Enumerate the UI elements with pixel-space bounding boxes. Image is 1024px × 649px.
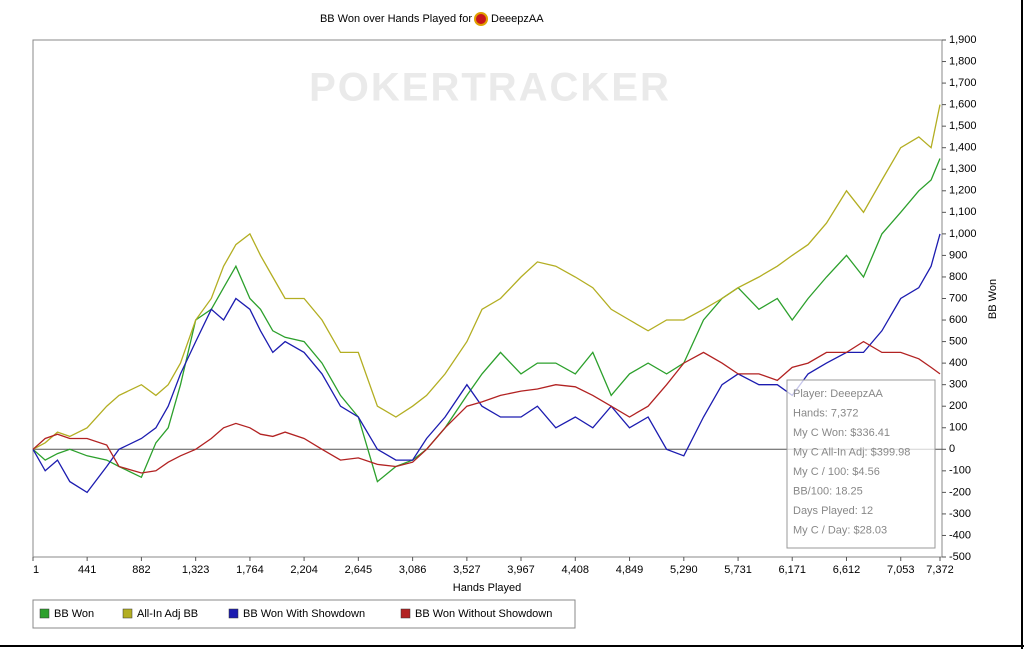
y-tick-label: 700 [949, 292, 967, 304]
x-tick-label: 7,053 [887, 564, 915, 576]
y-tick-label: 1,900 [949, 34, 977, 46]
y-tick-label: 0 [949, 443, 955, 455]
stats-line: BB/100: 18.25 [793, 485, 863, 497]
series-line [32, 104, 941, 450]
y-tick-label: 1,500 [949, 120, 977, 132]
x-tick-label: 1,764 [236, 564, 264, 576]
y-tick-label: 200 [949, 400, 967, 412]
x-tick-label: 3,967 [507, 564, 535, 576]
y-tick-label: 1,600 [949, 99, 977, 111]
legend-swatch [122, 608, 133, 619]
x-tick-label: 6,612 [833, 564, 861, 576]
y-tick-label: 1,100 [949, 206, 977, 218]
stats-line: Days Played: 12 [793, 505, 873, 517]
legend-label: BB Won [54, 608, 94, 620]
x-tick-label: 7,372 [926, 564, 954, 576]
legend-swatch [400, 608, 411, 619]
x-tick-label: 2,645 [345, 564, 373, 576]
y-tick-label: 1,700 [949, 77, 977, 89]
y-tick-label: 1,400 [949, 142, 977, 154]
series-line [32, 340, 941, 474]
y-axis-label: BB Won [987, 279, 999, 319]
x-tick-label: 882 [132, 564, 150, 576]
stats-line: Hands: 7,372 [793, 407, 858, 419]
x-tick-label: 3,527 [453, 564, 481, 576]
y-tick-label: 900 [949, 249, 967, 261]
x-tick-label: 6,171 [778, 564, 806, 576]
stats-line: Player: DeeepzAA [793, 388, 884, 400]
series-line [32, 158, 941, 483]
y-tick-label: 1,000 [949, 228, 977, 240]
legend-label: All-In Adj BB [137, 608, 198, 620]
stats-line: My C / Day: $28.03 [793, 524, 887, 536]
x-tick-label: 441 [78, 564, 96, 576]
x-tick-label: 5,731 [724, 564, 752, 576]
y-tick-label: 1,300 [949, 163, 977, 175]
stats-box-frame [786, 379, 936, 549]
x-tick-label: 1 [33, 564, 39, 576]
x-tick-label: 1,323 [182, 564, 210, 576]
y-tick-label: 400 [949, 357, 967, 369]
x-tick-label: 5,290 [670, 564, 698, 576]
legend-label: BB Won Without Showdown [415, 608, 552, 620]
stats-box: Player: DeeepzAA Hands: 7,372 My C Won: $3… [786, 379, 936, 549]
y-tick-label: 500 [949, 335, 967, 347]
x-tick-label: 2,204 [290, 564, 318, 576]
watermark: POKERTRACKER [309, 66, 671, 110]
y-tick-label: 1,200 [949, 185, 977, 197]
y-tick-label: -300 [949, 508, 971, 520]
stats-line: My C Won: $336.41 [793, 427, 890, 439]
y-tick-label: 300 [949, 379, 967, 391]
y-tick-label: -400 [949, 529, 971, 541]
y-tick-label: -200 [949, 486, 971, 498]
x-tick-label: 4,849 [616, 564, 644, 576]
y-tick-label: -500 [949, 551, 971, 563]
x-tick-label: 4,408 [562, 564, 590, 576]
y-tick-label: 600 [949, 314, 967, 326]
y-tick-label: 100 [949, 422, 967, 434]
legend-label: BB Won With Showdown [243, 608, 365, 620]
legend-swatch [39, 608, 50, 619]
y-tick-label: 800 [949, 271, 967, 283]
x-tick-label: 3,086 [399, 564, 427, 576]
stats-line: My C All-In Adj: $399.98 [793, 446, 910, 458]
chart-title: BB Won over Hands Played for [320, 13, 472, 25]
y-tick-label: -100 [949, 465, 971, 477]
legend-swatch [228, 608, 239, 619]
player-name: DeeepzAA [491, 13, 544, 25]
y-tick-label: 1,800 [949, 55, 977, 67]
x-axis-label: Hands Played [453, 582, 522, 594]
player-icon [474, 12, 488, 26]
stats-line: My C / 100: $4.56 [793, 466, 880, 478]
